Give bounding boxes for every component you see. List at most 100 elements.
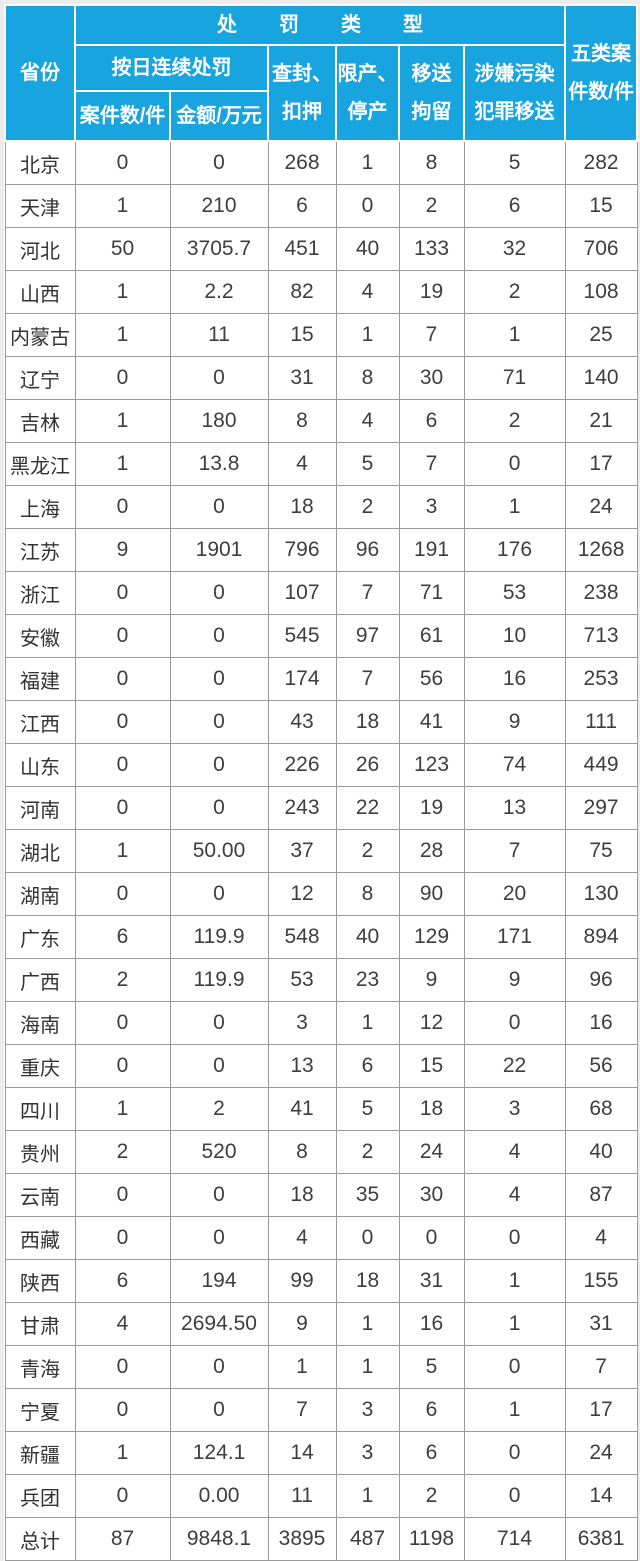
value-cell: 0 [169,485,269,529]
value-cell: 31 [564,1302,638,1346]
value-cell: 14 [564,1474,638,1518]
value-cell: 171 [463,915,566,959]
value-cell: 40 [335,915,400,959]
table-row: 北京 0 0 268 1 8 5 282 [4,140,638,185]
value-cell: 1 [335,1302,400,1346]
value-cell: 9848.1 [169,1517,269,1561]
value-cell: 0 [169,1216,269,1260]
value-cell: 449 [564,743,638,787]
value-cell: 1 [463,485,566,529]
value-cell: 6 [335,1044,400,1088]
value-cell: 56 [398,657,465,701]
value-cell: 18 [335,1259,400,1303]
value-cell: 18 [335,700,400,744]
value-cell: 18 [398,1087,465,1131]
value-cell: 0 [463,1474,566,1518]
province-cell: 河北 [4,227,76,271]
value-cell: 6 [267,184,337,228]
table-row: 湖南 0 0 12 8 90 20 130 [4,872,638,916]
value-cell: 133 [398,227,465,271]
value-cell: 9 [463,700,566,744]
value-cell: 0 [335,184,400,228]
province-cell: 湖北 [4,829,76,873]
table-row: 陕西 6 194 99 18 31 1 155 [4,1259,638,1303]
value-cell: 0 [74,356,171,400]
value-cell: 0 [169,872,269,916]
value-cell: 108 [564,270,638,314]
value-cell: 87 [564,1173,638,1217]
value-cell: 18 [267,485,337,529]
value-cell: 2 [74,958,171,1002]
table-row: 宁夏 0 0 7 3 6 1 17 [4,1388,638,1432]
value-cell: 1 [74,270,171,314]
value-cell: 53 [267,958,337,1002]
table-row: 内蒙古 1 11 15 1 7 1 25 [4,313,638,357]
province-cell: 贵州 [4,1130,76,1174]
table-header: 省份 处罚类型 五类案 件数/件 按日连续处罚 查封、 扣押 限产、 停产 移送… [4,4,639,142]
value-cell: 8 [398,140,465,185]
value-cell: 20 [463,872,566,916]
value-cell: 4 [335,399,400,443]
value-cell: 13 [463,786,566,830]
province-cell: 黑龙江 [4,442,76,486]
value-cell: 97 [335,614,400,658]
value-cell: 0 [74,1388,171,1432]
header-detention-transfer: 移送 拘留 [398,44,465,142]
value-cell: 226 [267,743,337,787]
value-cell: 40 [564,1130,638,1174]
value-cell: 0 [169,1345,269,1389]
table-row: 天津 1 210 6 0 2 6 15 [4,184,638,228]
value-cell: 1 [74,442,171,486]
value-cell: 7 [335,657,400,701]
province-cell: 北京 [4,140,76,185]
value-cell: 0 [169,571,269,615]
value-cell: 243 [267,786,337,830]
value-cell: 1 [267,1345,337,1389]
value-cell: 0 [74,1173,171,1217]
value-cell: 107 [267,571,337,615]
value-cell: 15 [564,184,638,228]
value-cell: 5 [335,442,400,486]
value-cell: 191 [398,528,465,572]
province-cell: 总计 [4,1517,76,1561]
value-cell: 30 [398,356,465,400]
value-cell: 1 [335,1345,400,1389]
province-cell: 天津 [4,184,76,228]
value-cell: 37 [267,829,337,873]
value-cell: 6 [74,915,171,959]
value-cell: 0 [74,1345,171,1389]
value-cell: 8 [267,1130,337,1174]
value-cell: 1 [335,1474,400,1518]
value-cell: 71 [398,571,465,615]
value-cell: 6 [398,1431,465,1475]
value-cell: 1198 [398,1517,465,1561]
value-cell: 96 [335,528,400,572]
province-cell: 山西 [4,270,76,314]
value-cell: 2 [398,1474,465,1518]
table-row: 黑龙江 1 13.8 4 5 7 0 17 [4,442,638,486]
value-cell: 6381 [564,1517,638,1561]
table-row: 浙江 0 0 107 7 71 53 238 [4,571,638,615]
value-cell: 174 [267,657,337,701]
value-cell: 82 [267,270,337,314]
value-cell: 238 [564,571,638,615]
value-cell: 87 [74,1517,171,1561]
province-cell: 海南 [4,1001,76,1045]
value-cell: 210 [169,184,269,228]
value-cell: 26 [335,743,400,787]
value-cell: 53 [463,571,566,615]
value-cell: 17 [564,442,638,486]
value-cell: 14 [267,1431,337,1475]
value-cell: 68 [564,1087,638,1131]
header-penalty-type-group: 处罚类型 [73,4,567,46]
header-five-type-total: 五类案 件数/件 [564,4,639,142]
province-cell: 广东 [4,915,76,959]
header-seizure: 查封、 扣押 [267,44,337,142]
value-cell: 5 [463,140,566,185]
province-cell: 云南 [4,1173,76,1217]
value-cell: 3 [335,1431,400,1475]
value-cell: 13.8 [169,442,269,486]
value-cell: 16 [564,1001,638,1045]
value-cell: 7 [463,829,566,873]
province-cell: 新疆 [4,1431,76,1475]
